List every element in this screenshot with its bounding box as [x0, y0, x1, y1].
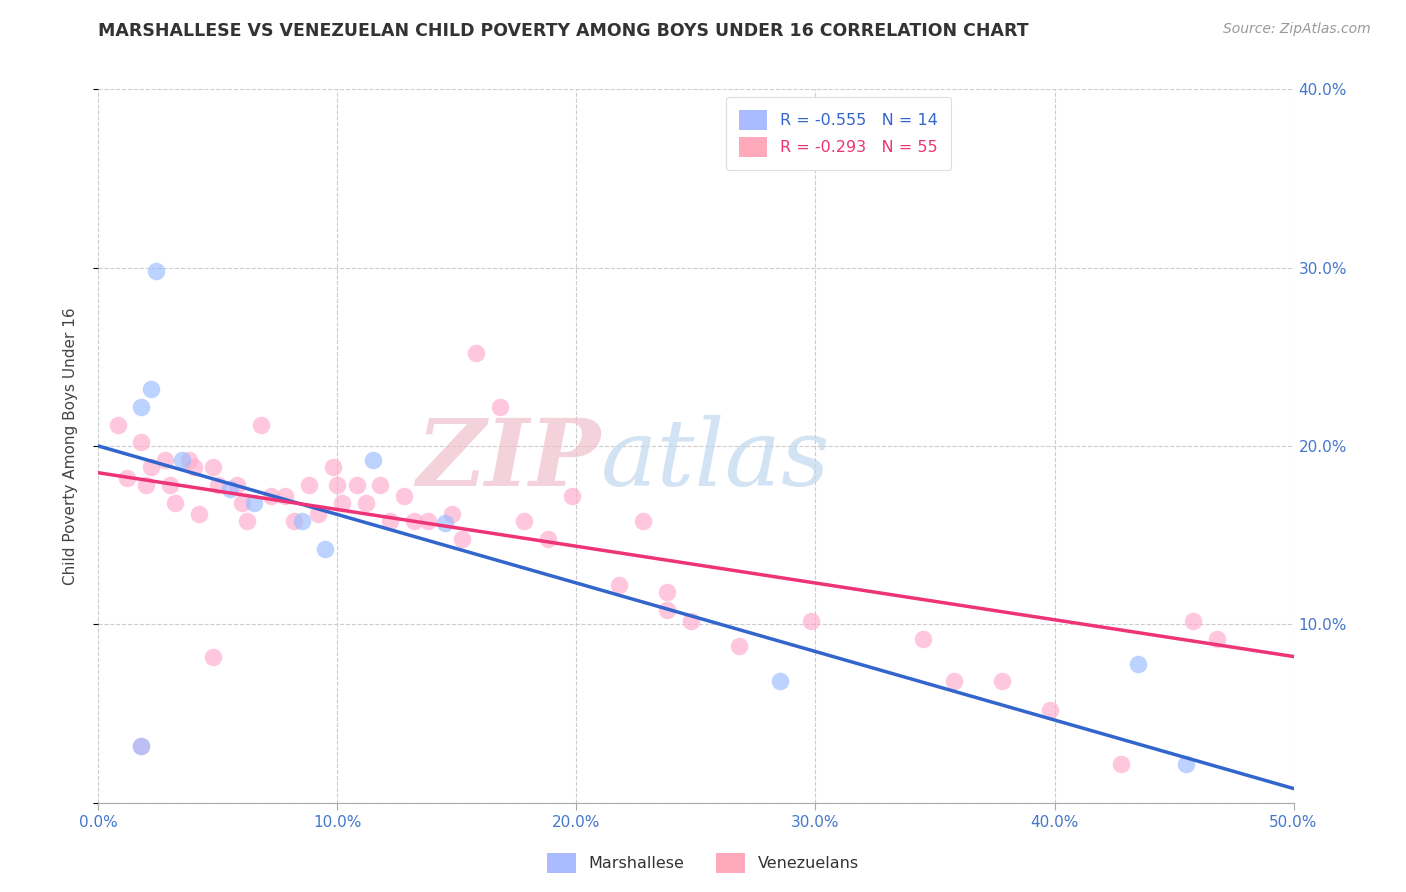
Point	[307, 507, 329, 521]
Point	[402, 514, 425, 528]
Text: atlas: atlas	[600, 416, 830, 505]
Point	[1175, 756, 1198, 771]
Point	[172, 453, 194, 467]
Point	[433, 516, 456, 530]
Text: MARSHALLESE VS VENEZUELAN CHILD POVERTY AMONG BOYS UNDER 16 CORRELATION CHART: MARSHALLESE VS VENEZUELAN CHILD POVERTY …	[98, 22, 1029, 40]
Point	[441, 507, 464, 521]
Point	[187, 507, 209, 521]
Point	[991, 674, 1014, 689]
Point	[1206, 632, 1229, 646]
Point	[1128, 657, 1150, 671]
Point	[354, 496, 377, 510]
Point	[291, 514, 314, 528]
Point	[139, 460, 162, 475]
Point	[394, 489, 416, 503]
Point	[139, 382, 162, 396]
Point	[145, 264, 167, 278]
Point	[465, 346, 488, 360]
Point	[657, 585, 679, 599]
Point	[231, 496, 253, 510]
Point	[330, 496, 353, 510]
Point	[235, 514, 257, 528]
Legend: R = -0.555   N = 14, R = -0.293   N = 55: R = -0.555 N = 14, R = -0.293 N = 55	[725, 97, 950, 170]
Point	[800, 614, 823, 628]
Point	[202, 460, 225, 475]
Point	[274, 489, 297, 503]
Point	[681, 614, 703, 628]
Point	[537, 532, 560, 546]
Point	[219, 482, 242, 496]
Point	[131, 435, 153, 450]
Point	[179, 453, 201, 467]
Point	[207, 478, 229, 492]
Point	[1182, 614, 1205, 628]
Point	[1039, 703, 1062, 717]
Point	[911, 632, 934, 646]
Point	[115, 471, 138, 485]
Point	[322, 460, 344, 475]
Y-axis label: Child Poverty Among Boys Under 16: Child Poverty Among Boys Under 16	[63, 307, 77, 585]
Point	[135, 478, 157, 492]
Point	[363, 453, 385, 467]
Point	[609, 578, 631, 592]
Point	[107, 417, 129, 432]
Point	[250, 417, 273, 432]
Point	[326, 478, 349, 492]
Point	[283, 514, 305, 528]
Point	[298, 478, 321, 492]
Point	[370, 478, 392, 492]
Point	[159, 478, 181, 492]
Point	[657, 603, 679, 617]
Point	[513, 514, 536, 528]
Point	[315, 542, 337, 557]
Point	[561, 489, 583, 503]
Point	[450, 532, 472, 546]
Point	[155, 453, 177, 467]
Point	[346, 478, 368, 492]
Point	[418, 514, 440, 528]
Point	[243, 496, 266, 510]
Point	[226, 478, 249, 492]
Point	[202, 649, 225, 664]
Point	[378, 514, 401, 528]
Point	[131, 739, 153, 753]
Point	[1111, 756, 1133, 771]
Point	[131, 739, 153, 753]
Text: ZIP: ZIP	[416, 416, 600, 505]
Point	[728, 639, 751, 653]
Legend: Marshallese, Venezuelans: Marshallese, Venezuelans	[541, 847, 865, 880]
Point	[489, 400, 512, 414]
Point	[943, 674, 966, 689]
Point	[163, 496, 186, 510]
Point	[768, 674, 790, 689]
Point	[633, 514, 655, 528]
Point	[259, 489, 281, 503]
Point	[183, 460, 205, 475]
Text: Source: ZipAtlas.com: Source: ZipAtlas.com	[1223, 22, 1371, 37]
Point	[131, 400, 153, 414]
